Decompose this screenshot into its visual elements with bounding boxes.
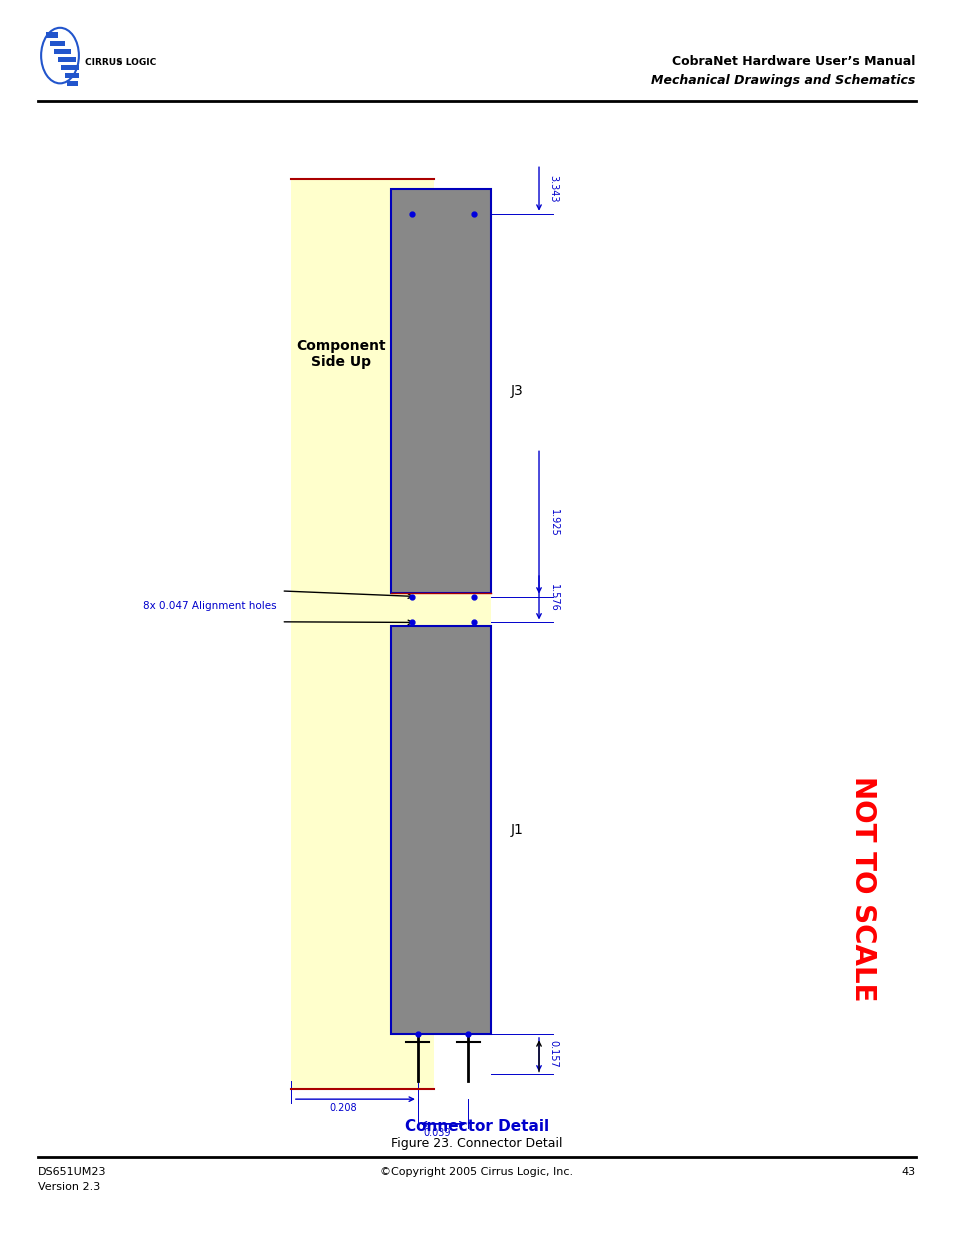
Text: ®: ® — [116, 61, 123, 65]
Bar — [54, 48, 71, 54]
Text: J1: J1 — [510, 823, 522, 837]
Text: NOT TO SCALE: NOT TO SCALE — [848, 777, 877, 1002]
Bar — [65, 73, 79, 78]
Text: Component
Side Up: Component Side Up — [296, 338, 385, 369]
Text: Connector Detail: Connector Detail — [404, 1119, 549, 1134]
Text: CobraNet Hardware User’s Manual: CobraNet Hardware User’s Manual — [672, 56, 915, 68]
Bar — [391, 593, 491, 626]
Text: 1.925: 1.925 — [548, 509, 558, 536]
Text: 3.343: 3.343 — [548, 175, 558, 203]
Text: 1.576: 1.576 — [548, 584, 558, 611]
Bar — [391, 626, 491, 1034]
Text: 0.157: 0.157 — [548, 1040, 558, 1068]
Bar — [291, 179, 434, 1089]
Bar — [391, 189, 491, 593]
Bar — [61, 65, 79, 70]
Text: Mechanical Drawings and Schematics: Mechanical Drawings and Schematics — [651, 74, 915, 86]
Bar — [51, 41, 65, 46]
Text: 43: 43 — [901, 1167, 915, 1177]
Text: 0.208: 0.208 — [329, 1103, 356, 1113]
Text: 8x 0.047 Alignment holes: 8x 0.047 Alignment holes — [143, 600, 276, 611]
Text: ©Copyright 2005 Cirrus Logic, Inc.: ©Copyright 2005 Cirrus Logic, Inc. — [380, 1167, 573, 1177]
Text: DS651UM23: DS651UM23 — [38, 1167, 107, 1177]
Bar — [67, 82, 78, 86]
Text: CIRRUS LOGIC: CIRRUS LOGIC — [85, 58, 155, 68]
Bar — [47, 32, 58, 38]
Text: Figure 23. Connector Detail: Figure 23. Connector Detail — [391, 1137, 562, 1150]
Bar — [57, 57, 76, 62]
Text: Version 2.3: Version 2.3 — [38, 1182, 100, 1192]
Text: J3: J3 — [510, 384, 522, 398]
Text: 0.039: 0.039 — [422, 1128, 450, 1137]
